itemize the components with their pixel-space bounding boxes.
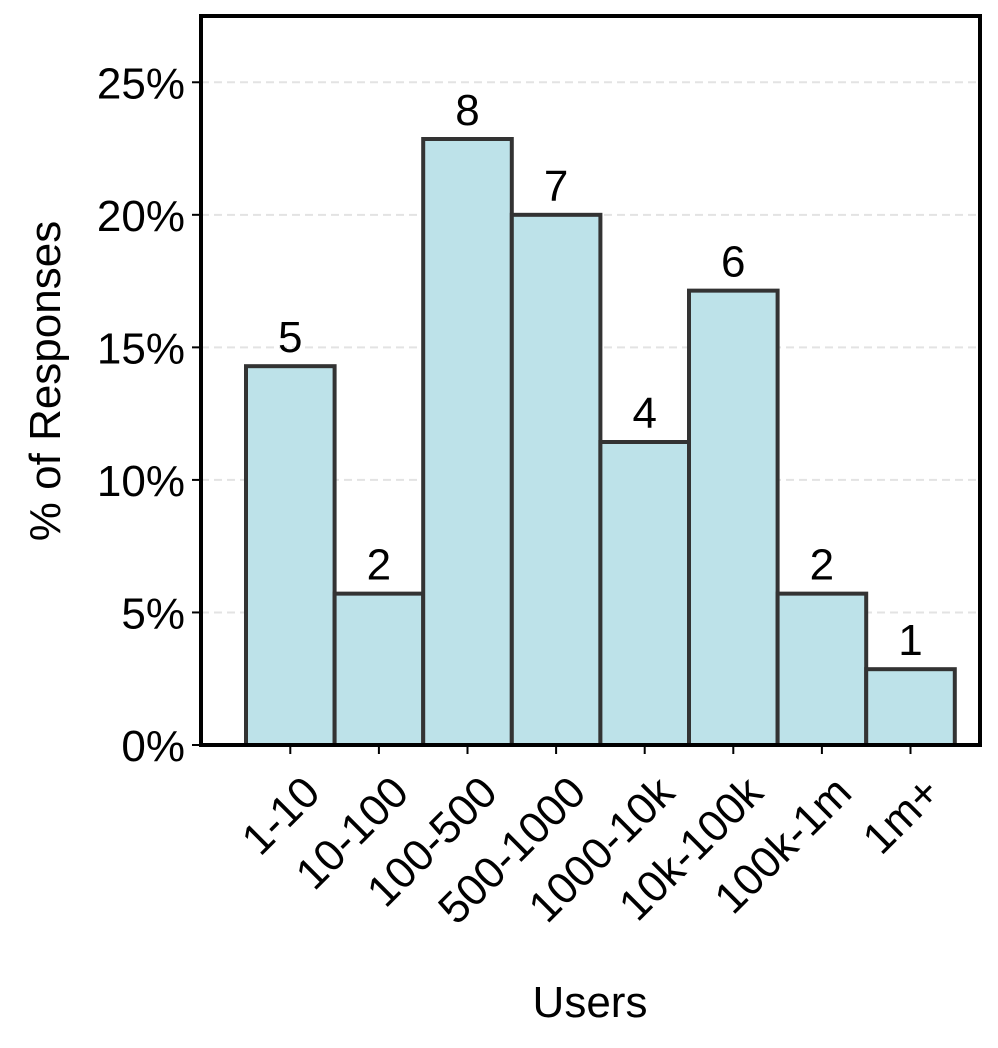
y-tick-label: 0% <box>121 722 185 771</box>
bar-count-label: 7 <box>544 162 568 211</box>
bar-count-label: 5 <box>278 313 302 362</box>
bar-count-labels: 5 2 8 7 4 6 2 1 <box>278 86 923 665</box>
bar-count-label: 4 <box>632 389 656 438</box>
y-axis-title: % of Responses <box>21 221 70 541</box>
bar-1-10 <box>244 364 337 747</box>
bar-count-label: 2 <box>367 541 391 590</box>
bar-100k-1m <box>775 591 869 748</box>
y-tick-label: 15% <box>97 324 185 373</box>
y-axis-ticks: 0% 5% 10% 15% 20% 25% <box>97 59 201 771</box>
bar-1000-10k <box>598 440 692 747</box>
y-tick-label: 20% <box>97 192 185 241</box>
bar-1m+ <box>864 667 957 748</box>
y-tick-label: 25% <box>97 59 185 108</box>
bar-count-label: 8 <box>455 86 479 135</box>
bar-10-100 <box>332 591 426 748</box>
bar-count-label: 1 <box>898 616 922 665</box>
bar-count-label: 2 <box>810 541 834 590</box>
x-tick-label: 1m+ <box>854 767 950 863</box>
x-axis-title: Users <box>533 978 648 1027</box>
bar-100-500 <box>421 137 514 747</box>
bar-500-1000 <box>509 212 603 747</box>
y-tick-label: 10% <box>97 457 185 506</box>
bar-count-label: 6 <box>721 238 745 287</box>
bars <box>244 137 957 748</box>
bar-10k-100k <box>687 288 780 747</box>
y-tick-label: 5% <box>121 589 185 638</box>
x-axis-ticks: 1-1010-100100-500500-10001000-10k10k-100… <box>233 745 950 934</box>
plot-frame <box>199 14 982 747</box>
